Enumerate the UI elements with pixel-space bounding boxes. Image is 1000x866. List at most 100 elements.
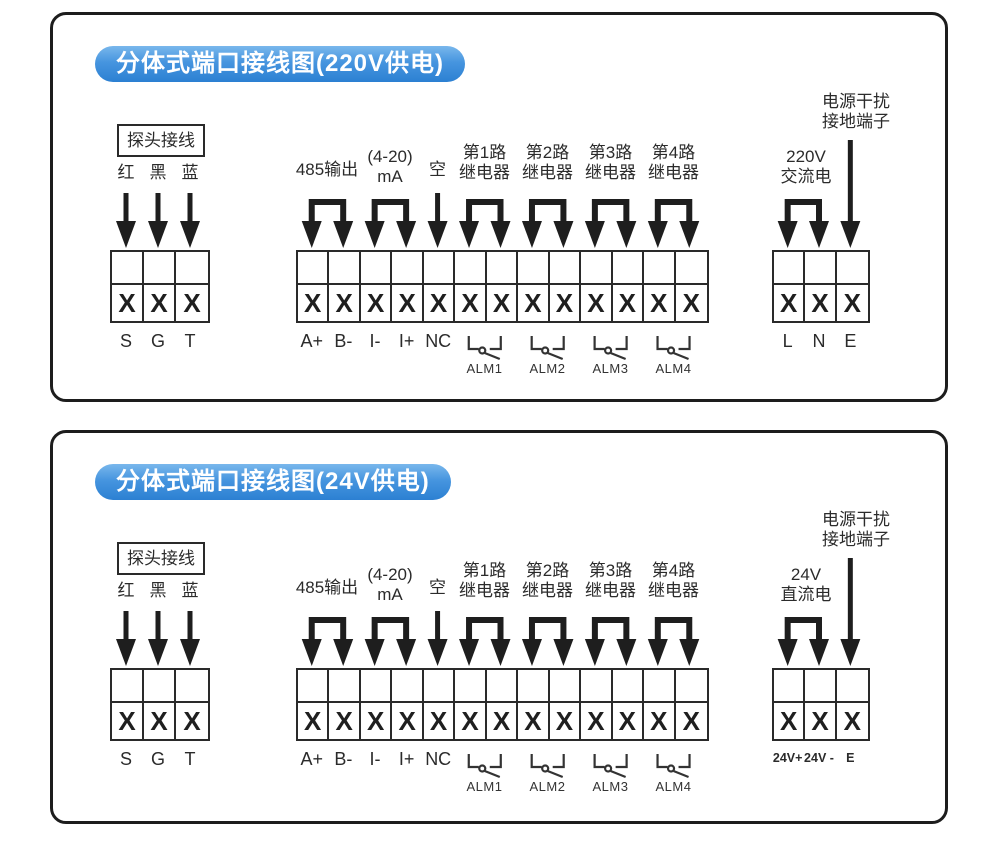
terminal-x-cell: X xyxy=(361,285,393,321)
terminal-empty-cell xyxy=(837,252,868,283)
terminal-empty-cell xyxy=(676,252,707,283)
terminal-empty-cell xyxy=(774,670,806,701)
terminal-empty-cell xyxy=(455,252,487,283)
main-terminal-label-row: A+ B- I- I+ NC xyxy=(296,331,454,352)
relay-channel-label: 第1路 继电器 xyxy=(459,561,510,601)
arrow-head xyxy=(301,221,322,248)
terminal-empty-cell xyxy=(361,252,393,283)
arrow-head xyxy=(490,221,511,248)
terminal-x-cell: X xyxy=(613,703,645,739)
main-terminal-label: I+ xyxy=(398,749,415,769)
terminal-x-cell: X xyxy=(424,703,456,739)
empty-terminal-label: 空 xyxy=(429,160,446,179)
alarm-contact-label: ALM1 xyxy=(466,779,503,794)
power-terminal-label-row: 24V+ 24V - E xyxy=(772,751,866,765)
relay-contact-symbol xyxy=(530,336,565,361)
main-terminal-label: B- xyxy=(334,749,353,769)
terminal-x-cell: X xyxy=(805,285,837,321)
terminal-x-cell: X xyxy=(613,285,645,321)
terminal-x-cell: X xyxy=(361,703,393,739)
wire-color-label: 蓝 xyxy=(181,581,199,600)
terminal-x-cell: X xyxy=(329,703,361,739)
relay-channel-label-row: 第1路 继电器 第2路 继电器 第3路 继电器 第4路 继电器 xyxy=(453,561,705,601)
alarm-contact-label: ALM3 xyxy=(592,361,629,376)
relay-channel-label-row: 第1路 继电器 第2路 继电器 第3路 继电器 第4路 继电器 xyxy=(453,143,705,183)
terminal-x-cell: X xyxy=(487,703,519,739)
wire-bracket xyxy=(654,617,693,641)
arrow-head xyxy=(459,221,480,248)
terminal-x-cell: X xyxy=(112,703,144,739)
relay-contact-symbol xyxy=(530,754,565,779)
power-terminal-label: E xyxy=(844,331,857,351)
terminal-empty-cell xyxy=(487,252,519,283)
terminal-x-cell: X xyxy=(392,285,424,321)
power-terminal-label: N xyxy=(812,331,826,351)
power-terminal-label: L xyxy=(782,331,793,351)
ma-4-20-label: (4-20) mA xyxy=(367,147,413,187)
terminal-x-cell: X xyxy=(183,706,201,736)
main-terminal-top-row xyxy=(298,252,707,283)
terminal-empty-cell xyxy=(613,252,645,283)
terminal-empty-cell xyxy=(581,670,613,701)
terminal-x-cell: X xyxy=(455,703,487,739)
terminal-empty-cell xyxy=(455,670,487,701)
wire-bracket xyxy=(528,617,567,641)
arrow-head xyxy=(459,639,480,666)
arrow-head xyxy=(364,221,385,248)
wire-bracket xyxy=(784,199,822,223)
wire-bracket xyxy=(466,617,504,641)
power-terminal-top-row xyxy=(774,252,868,283)
ma-4-20-label: (4-20) mA xyxy=(367,565,413,605)
arrow-head xyxy=(427,639,448,666)
terminal-empty-cell xyxy=(392,252,424,283)
main-terminal-top-row xyxy=(298,670,707,701)
relay-contact-symbol xyxy=(593,754,628,779)
wire-bracket xyxy=(308,199,347,223)
terminal-x-cell: X xyxy=(682,288,700,318)
arrow-head xyxy=(777,221,798,248)
terminal-empty-cell xyxy=(613,670,645,701)
alarm-contact-label: ALM2 xyxy=(529,779,566,794)
probe-terminal-label: S xyxy=(119,331,132,351)
terminal-x-cell: X xyxy=(550,285,582,321)
wire-bracket xyxy=(654,199,693,223)
terminal-empty-cell xyxy=(424,252,456,283)
terminal-empty-cell xyxy=(329,670,361,701)
main-terminal-label-row: A+ B- I- I+ NC xyxy=(296,749,454,770)
terminal-empty-cell xyxy=(176,252,208,283)
alarm-label-row: ALM1 ALM2 ALM3 ALM4 xyxy=(453,361,705,376)
terminal-x-cell: X xyxy=(144,285,176,321)
probe-terminal-label: S xyxy=(119,749,132,769)
terminal-empty-cell xyxy=(550,252,582,283)
probe-terminal-label: T xyxy=(184,331,196,351)
terminal-x-cell: X xyxy=(518,285,550,321)
terminal-empty-cell xyxy=(112,252,144,283)
main-terminal-label: A+ xyxy=(300,331,324,351)
arrow-head xyxy=(840,221,861,248)
wire-bracket xyxy=(591,617,630,641)
alarm-contact-label: ALM1 xyxy=(466,361,503,376)
terminal-empty-cell xyxy=(487,670,519,701)
wire-color-label: 蓝 xyxy=(181,163,199,182)
terminal-empty-cell xyxy=(774,252,806,283)
arrow-head xyxy=(777,639,798,666)
terminal-x-cell: X xyxy=(518,703,550,739)
probe-wire-color-row: 红黑蓝 xyxy=(110,158,206,183)
arrow-head xyxy=(679,221,700,248)
wire-bracket xyxy=(528,199,567,223)
power-supply-label: 220V 交流电 xyxy=(780,147,832,187)
terminal-empty-cell xyxy=(424,670,456,701)
alarm-contact-label: ALM3 xyxy=(592,779,629,794)
power-terminal-label: 24V - xyxy=(804,751,834,765)
arrow-head xyxy=(148,639,168,666)
terminal-x-cell: X xyxy=(644,285,676,321)
